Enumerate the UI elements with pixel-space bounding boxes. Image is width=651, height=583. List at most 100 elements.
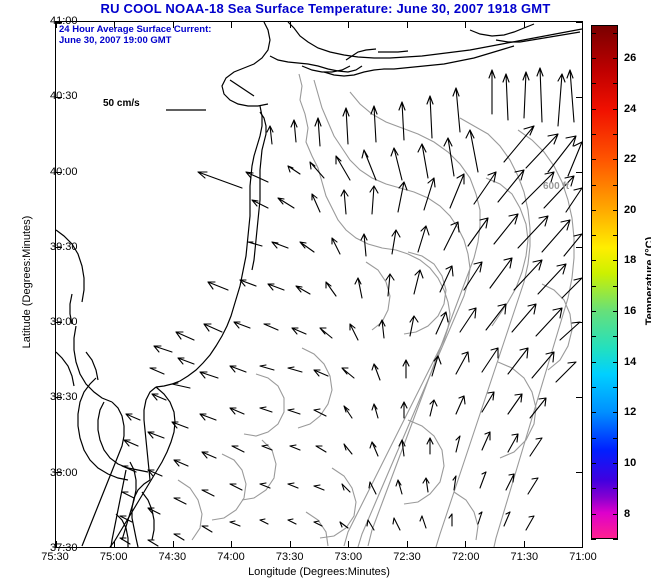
- x-axis-tick-mark: [406, 22, 408, 28]
- x-tick-9: 71:00: [569, 551, 597, 563]
- x-tick-0: 75:30: [41, 551, 69, 563]
- colorbar-tick-mark: [613, 32, 618, 34]
- colorbar-tick-mark: [591, 83, 596, 85]
- x-axis-tick-mark: [56, 22, 57, 28]
- x-tick-8: 71:30: [510, 551, 539, 563]
- colorbar-tick-mark: [613, 235, 618, 237]
- x-axis-tick-mark: [523, 22, 525, 28]
- x-tick-4: 73:30: [275, 551, 304, 563]
- colorbar-tick-mark: [613, 437, 618, 439]
- colorbar-tick-mark: [613, 311, 618, 313]
- y-axis-tick-mark: [576, 97, 582, 98]
- colorbar-tick-mark: [591, 539, 596, 540]
- colorbar-tick-mark: [591, 387, 596, 389]
- y-axis-tick-mark: [576, 472, 582, 473]
- annotation-line-1: 24 Hour Average Surface Current:: [59, 24, 212, 35]
- colorbar-tick-label: 16: [624, 305, 637, 318]
- y-tick-7: 41:00: [50, 15, 78, 27]
- colorbar-tick-mark: [591, 336, 596, 338]
- colorbar-tick-label: 26: [624, 51, 637, 64]
- x-axis-tick-mark: [172, 22, 174, 28]
- colorbar-tick-mark: [591, 159, 596, 161]
- colorbar-tick-label: 12: [624, 406, 637, 419]
- colorbar-tick-mark: [613, 336, 618, 338]
- x-tick-3: 74:00: [217, 551, 245, 563]
- x-axis-tick-mark: [289, 22, 291, 28]
- y-axis-tick-mark: [56, 97, 62, 98]
- scale-legend-label: 50 cm/s: [103, 98, 140, 109]
- colorbar-tick-mark: [613, 184, 618, 186]
- x-axis-tick-mark: [56, 541, 57, 547]
- y-tick-4: 39:30: [50, 240, 78, 253]
- colorbar-tick-label: 22: [624, 153, 637, 166]
- x-tick-7: 72:00: [451, 551, 480, 563]
- x-tick-1: 75:00: [99, 551, 128, 563]
- depth-contour-label: 600 ft: [543, 181, 570, 192]
- colorbar-tick-mark: [591, 412, 596, 414]
- y-axis-tick-mark: [56, 397, 62, 398]
- x-axis-tick-mark: [231, 22, 233, 28]
- x-axis-tick-mark: [582, 541, 583, 547]
- colorbar-tick-mark: [591, 311, 596, 313]
- colorbar-tick-label: 14: [624, 355, 637, 368]
- colorbar-tick-mark: [613, 260, 618, 262]
- y-tick-1: 38:00: [50, 466, 78, 479]
- current-vector-field: [119, 67, 582, 547]
- colorbar-tick-mark: [613, 83, 618, 85]
- x-axis-label: Longitude (Degrees:Minutes): [248, 566, 390, 578]
- y-axis-tick-mark: [56, 247, 62, 248]
- colorbar-tick-label: 10: [624, 457, 637, 470]
- annotation-line-2: June 30, 2007 19:00 GMT: [59, 35, 172, 46]
- colorbar-tick-mark: [591, 209, 596, 211]
- colorbar-tick-mark: [591, 32, 596, 34]
- map-annotation: 24 Hour Average Surface Current: June 30…: [59, 24, 211, 46]
- y-axis-tick-mark: [576, 22, 582, 23]
- colorbar-tick-mark: [613, 159, 618, 161]
- x-axis-tick-mark: [231, 541, 233, 547]
- colorbar-tick-mark: [591, 463, 596, 465]
- y-tick-0: 37:30: [50, 542, 78, 554]
- colorbar-tick-mark: [613, 209, 618, 211]
- x-axis-tick-mark: [114, 541, 116, 547]
- y-tick-5: 40:00: [50, 165, 78, 178]
- colorbar-tick-mark: [591, 260, 596, 262]
- x-axis-tick-mark: [114, 22, 116, 28]
- y-axis-tick-mark: [56, 172, 62, 173]
- colorbar-tick-mark: [613, 133, 618, 135]
- colorbar-tick-mark: [591, 285, 596, 287]
- colorbar-tick-mark: [591, 57, 596, 59]
- colorbar: [591, 25, 618, 539]
- colorbar-tick-label: 8: [624, 507, 631, 520]
- x-axis-tick-mark: [289, 541, 291, 547]
- colorbar-tick-mark: [613, 412, 618, 414]
- x-axis-tick-mark: [348, 22, 350, 28]
- map-plot-frame: 24 Hour Average Surface Current: June 30…: [55, 21, 583, 548]
- colorbar-tick-mark: [591, 437, 596, 439]
- colorbar-gradient: [592, 26, 617, 538]
- colorbar-label: Temperature (°C): [644, 236, 651, 326]
- y-axis-label: Latitude (Degrees:Minutes): [21, 215, 33, 349]
- colorbar-tick-mark: [613, 57, 618, 59]
- colorbar-tick-label: 18: [624, 254, 637, 267]
- colorbar-tick-mark: [591, 488, 596, 490]
- colorbar-tick-mark: [613, 488, 618, 490]
- x-axis-tick-mark: [465, 541, 467, 547]
- y-axis-tick-mark: [576, 322, 582, 323]
- x-axis-tick-mark: [406, 541, 408, 547]
- x-axis-tick-mark: [582, 22, 583, 28]
- coastline: [56, 22, 582, 547]
- bathymetry-contours: [177, 73, 575, 547]
- x-axis-tick-mark: [172, 541, 174, 547]
- x-axis-tick-mark: [465, 22, 467, 28]
- colorbar-tick-mark: [591, 184, 596, 186]
- colorbar-tick-mark: [613, 387, 618, 389]
- y-tick-3: 39:00: [50, 316, 78, 329]
- colorbar-tick-label: 24: [624, 102, 637, 115]
- y-axis-tick-mark: [56, 472, 62, 473]
- x-axis-tick-mark: [523, 541, 525, 547]
- colorbar-tick-mark: [613, 108, 618, 110]
- page-title: RU COOL NOAA-18 Sea Surface Temperature:…: [100, 1, 551, 16]
- colorbar-tick-label: 20: [624, 203, 637, 216]
- colorbar-tick-mark: [591, 513, 596, 515]
- y-axis-tick-mark: [576, 547, 582, 548]
